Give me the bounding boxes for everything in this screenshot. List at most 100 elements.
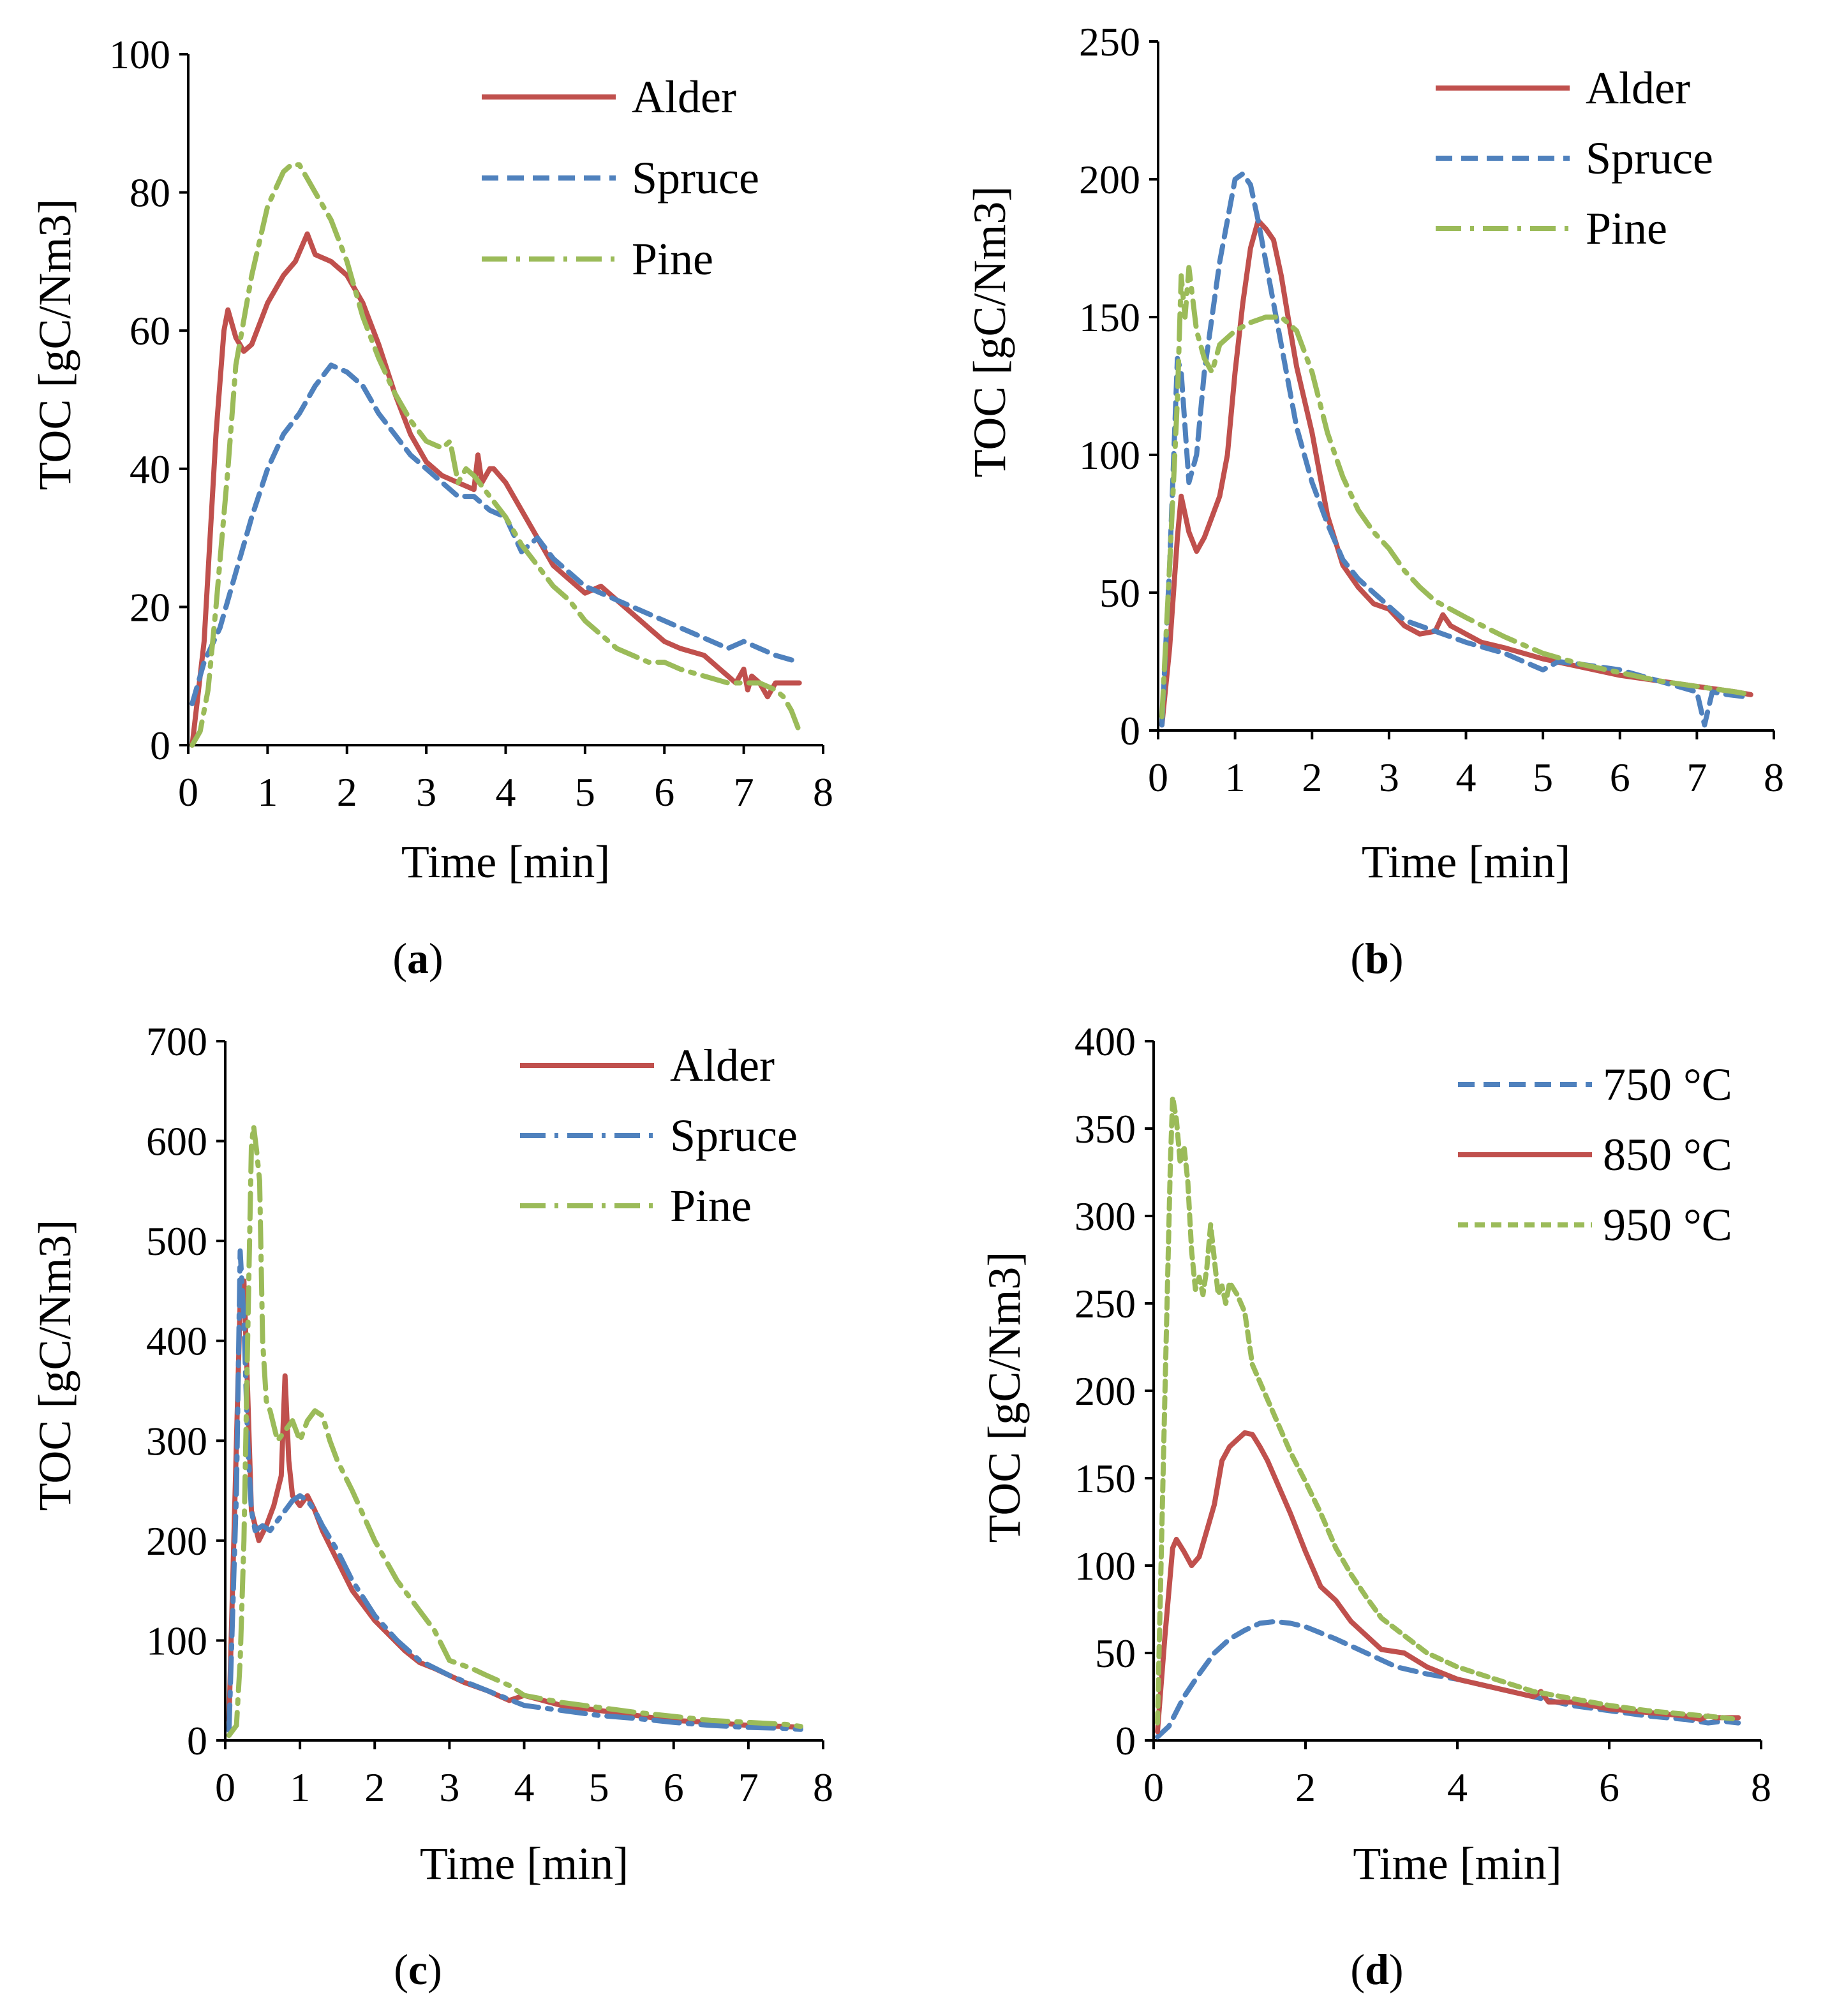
x-tick-label: 6 xyxy=(1599,1765,1619,1810)
x-tick-label: 3 xyxy=(439,1765,459,1810)
y-tick-label: 100 xyxy=(1079,433,1140,478)
x-tick-label: 8 xyxy=(813,769,833,815)
x-tick-label: 5 xyxy=(575,769,595,815)
y-tick-label: 40 xyxy=(130,447,170,492)
x-tick-label: 0 xyxy=(215,1765,235,1810)
legend-label: 950 °C xyxy=(1603,1199,1732,1250)
y-tick-label: 50 xyxy=(1099,570,1140,616)
x-tick-label: 7 xyxy=(738,1765,759,1810)
series-line-750-c xyxy=(1155,1619,1741,1740)
series-line-alder xyxy=(1159,218,1753,728)
legend-label: Alder xyxy=(1586,63,1690,114)
panel-caption: (a) xyxy=(392,934,443,982)
panel-caption: (b) xyxy=(1350,934,1403,982)
chart-panel-d: 0 50 100 150 200 250 300 350 400 0 2 4 6 8 Time [min] T… xyxy=(979,1019,1771,1994)
series-line-alder xyxy=(226,1278,803,1730)
panel-caption-letter: d xyxy=(1365,1945,1389,1994)
y-axis-label: TOC [gC/Nm3] xyxy=(979,1252,1030,1543)
legend-label: Pine xyxy=(1586,203,1667,254)
y-tick-label: 250 xyxy=(1075,1281,1136,1326)
x-tick-label: 2 xyxy=(364,1765,385,1810)
x-tick-label: 0 xyxy=(1143,1765,1164,1810)
y-tick-label: 300 xyxy=(146,1418,207,1464)
x-tick-label: 2 xyxy=(1302,755,1322,800)
x-tick-label: 2 xyxy=(1295,1765,1316,1810)
y-tick-label: 0 xyxy=(150,723,170,768)
x-tick-label: 3 xyxy=(1379,755,1399,800)
y-tick-label: 0 xyxy=(1115,1718,1136,1763)
x-tick-label: 2 xyxy=(337,769,357,815)
y-tick-label: 60 xyxy=(130,308,170,353)
x-tick-label: 1 xyxy=(1225,755,1246,800)
legend-label: Alder xyxy=(632,71,736,122)
y-tick-label: 100 xyxy=(1075,1543,1136,1589)
x-tick-label: 6 xyxy=(1610,755,1630,800)
y-tick-label: 100 xyxy=(146,1618,207,1663)
series-line-alder xyxy=(190,231,802,748)
panel-caption: (d) xyxy=(1350,1945,1403,1994)
panel-caption: (c) xyxy=(394,1945,442,1994)
x-tick-label: 0 xyxy=(1148,755,1168,800)
legend: 750 °C 850 °C 950 °C xyxy=(1458,1059,1732,1250)
legend-label: Pine xyxy=(632,233,713,285)
legend-label: Spruce xyxy=(632,152,759,204)
x-tick-label: 4 xyxy=(1447,1765,1468,1810)
x-axis-label: Time [min] xyxy=(420,1838,629,1889)
y-tick-label: 250 xyxy=(1079,19,1140,64)
y-tick-label: 200 xyxy=(1079,157,1140,202)
y-tick-label: 150 xyxy=(1075,1456,1136,1501)
x-tick-label: 5 xyxy=(1533,755,1553,800)
y-axis-label: TOC [gC/Nm3] xyxy=(964,186,1015,478)
legend-label: Pine xyxy=(670,1180,752,1231)
x-tick-label: 1 xyxy=(290,1765,310,1810)
x-axis-label: Time [min] xyxy=(1362,836,1570,887)
y-tick-label: 350 xyxy=(1075,1106,1136,1152)
y-tick-label: 500 xyxy=(146,1219,207,1264)
x-tick-label: 6 xyxy=(664,1765,684,1810)
legend-label: 750 °C xyxy=(1603,1059,1732,1110)
series-line-pine xyxy=(226,1123,803,1738)
panel-caption-letter: c xyxy=(408,1945,428,1994)
series-line-950-c xyxy=(1155,1094,1741,1726)
series-line-spruce xyxy=(226,1248,803,1733)
x-tick-label: 8 xyxy=(1751,1765,1771,1810)
series-line-spruce xyxy=(1159,171,1753,728)
panel-caption-letter: b xyxy=(1365,934,1389,982)
y-tick-label: 0 xyxy=(1120,708,1140,753)
y-axis-label: TOC [gC/Nm3] xyxy=(29,199,80,491)
legend-label: Spruce xyxy=(670,1110,798,1161)
y-tick-label: 200 xyxy=(1075,1368,1136,1414)
series-line-spruce xyxy=(190,362,802,706)
legend-label: 850 °C xyxy=(1603,1129,1732,1180)
chart-panel-b: 0 50 100 150 200 250 0 1 2 3 4 5 6 7 8 Time [min] TOC [g… xyxy=(964,19,1784,982)
legend: Alder Spruce Pine xyxy=(482,71,759,285)
x-tick-label: 4 xyxy=(514,1765,535,1810)
series-line-pine xyxy=(190,162,802,748)
legend-label: Spruce xyxy=(1586,133,1713,184)
y-axis-label: TOC [gC/Nm3] xyxy=(29,1220,80,1511)
x-tick-label: 4 xyxy=(496,769,516,815)
y-tick-label: 400 xyxy=(1075,1019,1136,1064)
x-tick-label: 8 xyxy=(813,1765,833,1810)
legend: Alder Spruce Pine xyxy=(1436,63,1713,254)
x-tick-label: 8 xyxy=(1764,755,1784,800)
x-tick-label: 6 xyxy=(654,769,674,815)
x-tick-label: 3 xyxy=(416,769,436,815)
x-tick-label: 1 xyxy=(257,769,278,815)
x-tick-label: 0 xyxy=(178,769,198,815)
x-tick-label: 4 xyxy=(1456,755,1477,800)
y-tick-label: 100 xyxy=(109,32,170,77)
y-tick-label: 300 xyxy=(1075,1194,1136,1239)
y-tick-label: 400 xyxy=(146,1319,207,1364)
chart-panel-a: 0 20 40 60 80 100 0 1 2 3 4 5 6 7 8 Time [min] TOC [gC/N… xyxy=(29,32,833,982)
x-tick-label: 7 xyxy=(1686,755,1707,800)
x-axis-label: Time [min] xyxy=(401,836,610,887)
series-line-850-c xyxy=(1155,1430,1741,1735)
y-tick-label: 700 xyxy=(146,1019,207,1064)
y-tick-label: 200 xyxy=(146,1518,207,1564)
panel-caption-letter: a xyxy=(407,934,429,982)
y-tick-label: 20 xyxy=(130,584,170,630)
x-axis-label: Time [min] xyxy=(1353,1838,1561,1889)
y-tick-label: 50 xyxy=(1095,1631,1136,1676)
